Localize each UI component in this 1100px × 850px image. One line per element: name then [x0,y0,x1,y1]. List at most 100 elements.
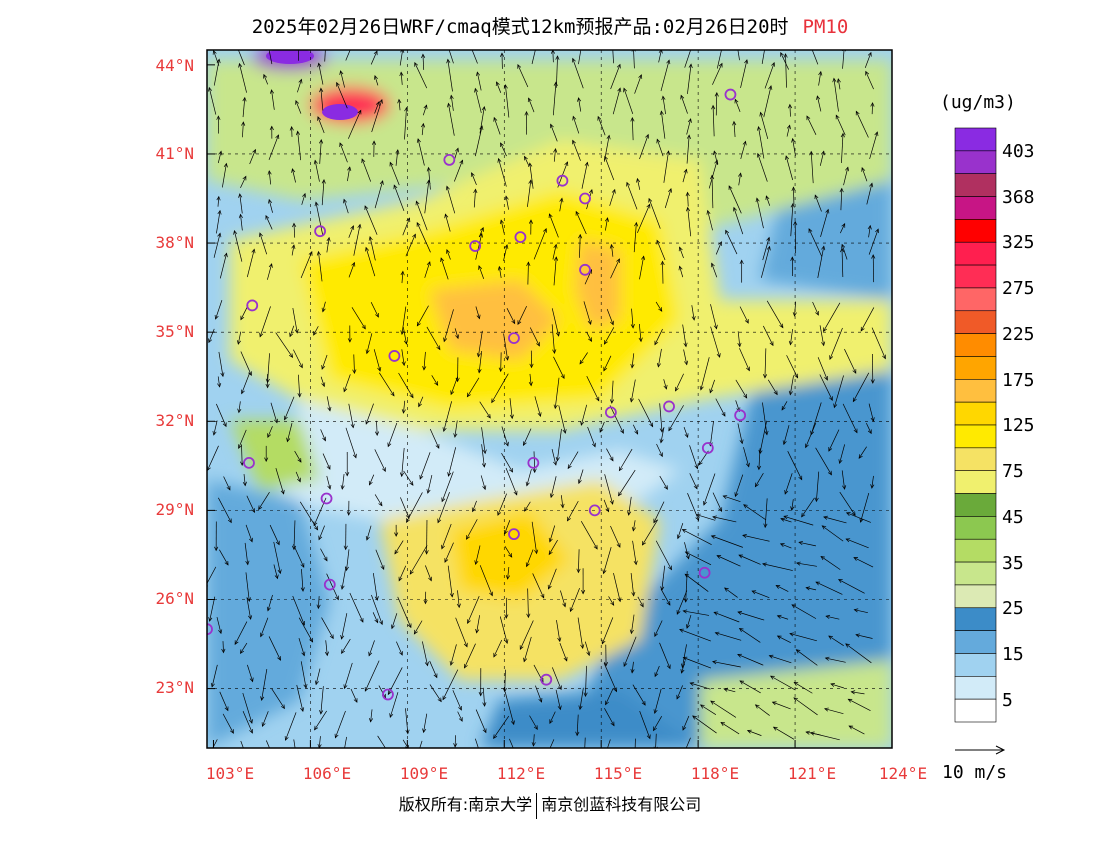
wind-arrowhead [214,314,219,320]
wind-arrowhead [552,349,557,354]
wind-arrow [292,168,296,183]
wind-arrowhead [653,518,658,524]
wind-arrowhead [208,86,213,92]
wind-arrowhead [654,632,659,637]
wind-arrow [262,711,269,727]
wind-arrowhead [482,449,487,455]
wind-arrowhead [440,257,445,262]
lat-label: 23°N [155,678,194,697]
wind-arrow [443,309,454,342]
wind-arrowhead [375,312,379,318]
wind-arrowhead [751,590,757,595]
wind-arrow [686,614,692,629]
wind-arrowhead [716,353,721,358]
wind-arrow [243,473,246,486]
wind-arrow [684,542,690,559]
wind-arrow [758,126,765,159]
wind-arrowhead [216,195,221,201]
wind-arrow [398,99,401,111]
wind-arrow [786,355,799,378]
wind-arrow [346,549,350,571]
wind-arrowhead [302,192,307,198]
wind-arrowhead [455,147,459,153]
wind-arrowhead [685,554,690,560]
wind-arrowhead [789,632,794,637]
wind-arrow [654,665,660,677]
wind-arrow [819,374,833,401]
wind-arrow [578,549,580,573]
lat-label: 41°N [155,144,194,163]
wind-arrowhead [319,139,324,144]
wind-arrowhead [787,103,793,109]
wind-arrowhead [308,251,313,256]
wind-arrowhead [603,661,609,667]
wind-arrowhead [334,733,339,739]
wind-arrowhead [277,656,281,661]
wind-arrowhead [788,390,793,396]
wind-arrowhead [548,537,553,543]
wind-arrowhead [779,323,784,329]
wind-arrow [712,105,715,137]
wind-arrowhead [720,44,723,48]
chart-title: 2025年02月26日WRF/cmaq模式12km预报产品:02月26日20时 P… [0,12,1100,39]
wind-arrowhead [267,170,272,175]
wind-arrow [772,701,791,710]
wind-arrow [431,375,439,386]
wind-arrow [314,710,327,730]
wind-arrow [570,587,580,612]
wind-arrow [723,688,736,693]
wind-arrowhead [224,560,229,566]
wind-arrow [405,234,416,257]
wind-arrow [527,180,532,208]
wind-arrow [715,92,718,116]
wind-arrowhead [475,628,480,634]
wind-arrow [317,116,325,134]
wind-arrow [712,63,723,85]
wind-arrowhead [540,593,545,599]
wind-arrow [783,425,790,445]
wind-arrowhead [852,369,857,374]
wind-arrowhead [759,111,764,117]
wind-arrow [296,684,304,712]
wind-arrowhead [694,464,699,470]
wind-arrowhead [280,704,285,710]
wind-arrow [321,179,325,206]
wind-arrow [845,643,872,664]
wind-arrow [504,669,506,692]
wind-arrow [271,89,275,110]
wind-arrow [551,308,560,337]
wind-arrowhead [393,184,398,190]
wind-arrow [340,70,345,88]
wind-arrow [820,209,829,237]
wind-arrowhead [280,489,285,495]
wind-arrow [549,525,556,542]
wind-arrow [446,249,451,260]
wind-arrowhead [258,232,263,238]
wind-arrow [424,180,430,214]
wind-arrowhead [513,490,518,496]
wind-arrowhead [588,188,593,194]
legend-label: 5 [1002,690,1013,711]
wind-arrowhead [710,700,715,705]
wind-arrow [682,715,690,731]
wind-arrow [293,520,296,550]
wind-arrow [406,492,423,523]
wind-arrowhead [713,324,718,330]
wind-arrow [675,373,684,392]
wind-arrowhead [319,710,324,715]
wind-arrowhead [390,757,393,761]
wind-arrow [656,443,663,457]
wind-arrowhead [361,324,366,330]
wind-arrowhead [593,544,598,550]
wind-arrow [794,301,797,316]
wind-arrowhead [588,337,592,343]
wind-arrowhead [746,729,752,734]
wind-arrow [374,180,384,209]
wind-arrowhead [374,596,379,601]
wind-arrowhead [465,34,468,38]
wind-arrowhead [630,324,635,329]
legend-swatch [954,447,997,471]
wind-arrowhead [267,433,272,438]
wind-arrow [683,426,689,438]
city-marker [508,528,520,541]
